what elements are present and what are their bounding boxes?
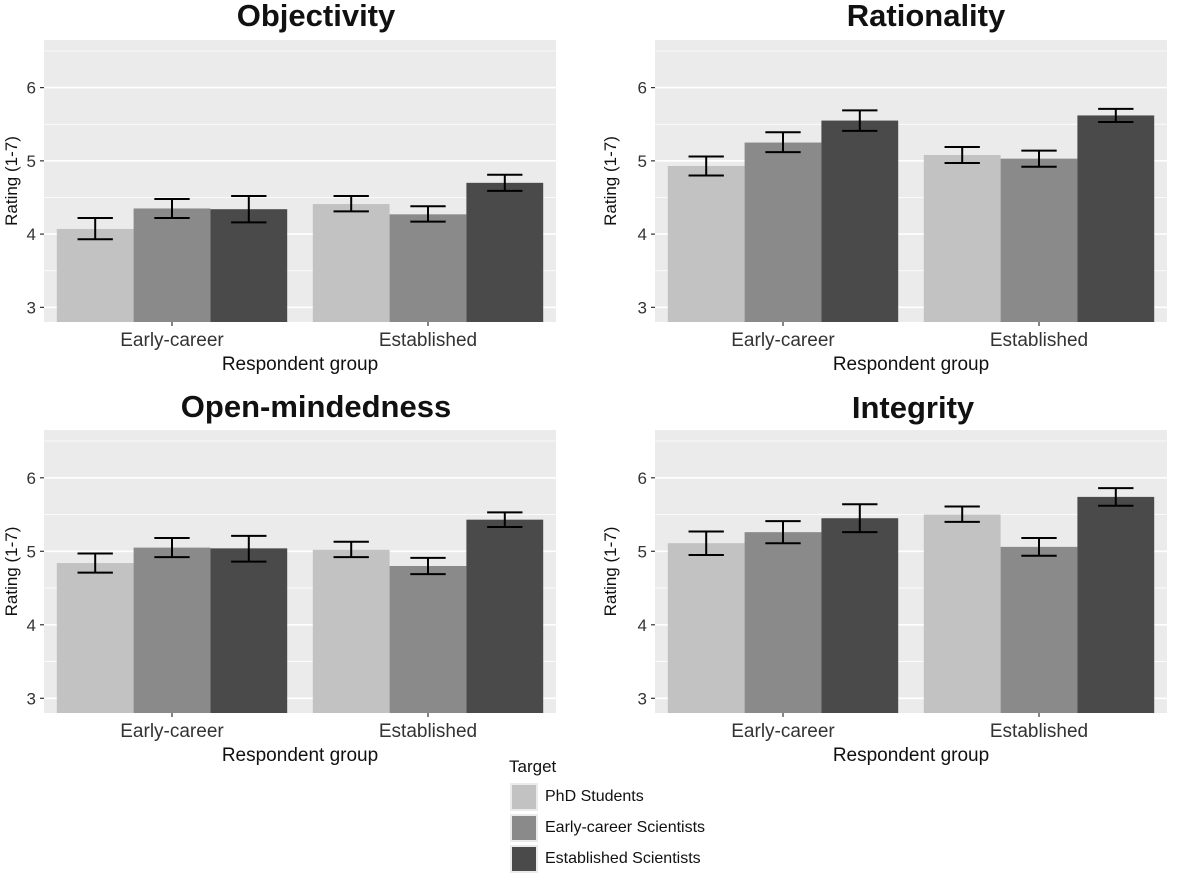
error-bar-established-scientists-established (487, 511, 523, 529)
bar-established-scientists-established (1077, 496, 1155, 713)
y-tick-label: 4 (638, 225, 647, 244)
bar-phd-students-early-career (56, 563, 134, 713)
bar-phd-students-early-career (56, 228, 134, 322)
x-tick-label: Early-career (731, 330, 835, 351)
error-bar-phd-students-early-career (688, 155, 724, 177)
legend-swatch-phd-students (512, 785, 536, 809)
legend-label: Early-career Scientists (545, 819, 706, 836)
y-tick-label: 5 (27, 542, 36, 561)
bar-phd-students-established (312, 549, 390, 713)
error-bar-phd-students-early-career (77, 552, 113, 574)
error-bar-established-scientists-early-career (231, 195, 267, 224)
error-bar-early-career-scientists-established (1021, 149, 1057, 168)
legend: Target PhD Students Early-career Scienti… (509, 757, 769, 887)
error-bar-early-career-scientists-established (410, 556, 446, 576)
x-tick-label: Established (990, 330, 1088, 351)
error-bar-early-career-scientists-early-career (154, 197, 190, 219)
chart-title: Objectivity (237, 0, 396, 33)
bar-established-scientists-established (466, 519, 544, 713)
y-tick-label: 5 (638, 542, 647, 561)
legend-swatch-early-career-scientists (512, 816, 536, 840)
x-tick-label: Established (990, 721, 1088, 742)
bar-phd-students-established (923, 514, 1001, 713)
error-bar-early-career-scientists-early-career (765, 520, 801, 545)
error-bar-early-career-scientists-established (1021, 537, 1057, 557)
error-bar-phd-students-early-career (77, 216, 113, 241)
bar-early-career-scientists-established (1000, 158, 1078, 322)
x-axis-title: Respondent group (833, 745, 989, 766)
y-tick-label: 5 (638, 152, 647, 171)
y-tick-label: 4 (638, 616, 647, 635)
x-tick-label: Early-career (731, 721, 835, 742)
chart-title: Open-mindedness (181, 389, 451, 424)
bar-early-career-scientists-established (389, 565, 467, 713)
bar-phd-students-early-career (667, 165, 745, 322)
chart-title: Integrity (852, 390, 975, 425)
x-axis-title: Respondent group (222, 354, 378, 375)
bar-early-career-scientists-early-career (744, 142, 822, 322)
bar-phd-students-established (923, 154, 1001, 322)
y-axis-title: Rating (1-7) (2, 527, 21, 617)
bar-established-scientists-early-career (210, 209, 288, 322)
y-axis-title: Rating (1-7) (601, 136, 620, 226)
y-tick-label: 3 (638, 298, 647, 317)
chart-title: Rationality (847, 0, 1006, 33)
error-bar-phd-students-early-career (688, 530, 724, 556)
bar-early-career-scientists-early-career (133, 208, 211, 322)
y-tick-label: 6 (638, 469, 647, 488)
bar-early-career-scientists-established (1000, 546, 1078, 713)
y-tick-label: 4 (27, 616, 36, 635)
bar-established-scientists-established (466, 182, 544, 322)
error-bar-early-career-scientists-early-career (765, 131, 801, 154)
bar-early-career-scientists-early-career (133, 547, 211, 713)
x-axis-title: Respondent group (222, 745, 378, 766)
x-tick-label: Early-career (120, 330, 224, 351)
y-tick-label: 3 (638, 689, 647, 708)
x-axis-title: Respondent group (833, 354, 989, 375)
bar-established-scientists-early-career (821, 120, 899, 322)
y-tick-label: 3 (27, 298, 36, 317)
legend-item-early-career-scientists: Early-career Scientists (509, 813, 769, 843)
legend-label: Established Scientists (545, 850, 701, 867)
error-bar-early-career-scientists-established (410, 205, 446, 223)
bar-established-scientists-early-career (821, 518, 899, 713)
error-bar-early-career-scientists-early-career (154, 537, 190, 559)
bar-phd-students-established (312, 204, 390, 322)
y-axis-title: Rating (1-7) (2, 136, 21, 226)
y-axis-title: Rating (1-7) (601, 527, 620, 617)
y-tick-label: 6 (27, 79, 36, 98)
error-bar-phd-students-established (944, 505, 980, 523)
error-bar-established-scientists-early-career (842, 503, 878, 534)
error-bar-phd-students-established (333, 540, 369, 559)
y-tick-label: 3 (27, 689, 36, 708)
bar-phd-students-early-career (667, 543, 745, 713)
y-tick-label: 4 (27, 225, 36, 244)
error-bar-established-scientists-established (487, 173, 523, 192)
x-tick-label: Established (379, 330, 477, 351)
x-tick-label: Early-career (120, 721, 224, 742)
legend-item-established-scientists: Established Scientists (509, 844, 769, 874)
legend-title: Target (509, 757, 557, 776)
x-tick-label: Established (379, 721, 477, 742)
legend-item-phd-students: PhD Students (509, 782, 769, 812)
bar-established-scientists-established (1077, 115, 1155, 322)
error-bar-phd-students-established (944, 145, 980, 165)
error-bar-phd-students-established (333, 195, 369, 213)
bar-early-career-scientists-established (389, 214, 467, 322)
y-tick-label: 5 (27, 152, 36, 171)
y-tick-label: 6 (638, 79, 647, 98)
error-bar-established-scientists-early-career (231, 534, 267, 563)
bar-early-career-scientists-early-career (744, 532, 822, 713)
error-bar-established-scientists-early-career (842, 109, 878, 132)
error-bar-established-scientists-established (1098, 107, 1134, 124)
bar-established-scientists-early-career (210, 548, 288, 713)
y-tick-label: 6 (27, 469, 36, 488)
error-bar-established-scientists-established (1098, 487, 1134, 507)
legend-label: PhD Students (545, 788, 644, 805)
legend-swatch-established-scientists (512, 847, 536, 871)
